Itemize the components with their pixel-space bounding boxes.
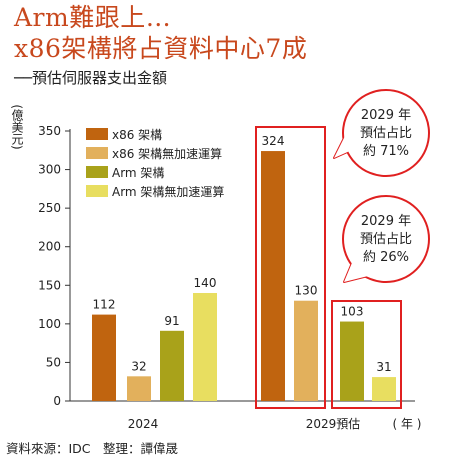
bar-value-label: 32 [131,359,146,373]
bar-value-label: 112 [93,298,116,312]
chart-title: Arm難跟上… x86架構將占資料中心7成 [14,2,307,64]
callout-arm [342,195,430,283]
x-category-label: 2024 [128,417,159,431]
title-line-2: x86架構將占資料中心7成 [14,34,308,63]
callout-x86-line-3: 約 71% [363,144,409,159]
legend-label: Arm 架構 [112,166,164,180]
bar-value-label: 324 [262,134,285,148]
legend-label: x86 架構無加速運算 [112,146,222,161]
y-tick-label: 350 [38,124,61,138]
legend-label: Arm 架構無加速運算 [112,184,224,199]
legend-swatch [86,147,108,159]
bar [261,151,285,401]
bar-value-label: 103 [341,305,364,319]
bar [372,377,396,401]
chart-subtitle: ──預估伺服器支出金額 [14,69,168,87]
x-category-label: 2029預估 [306,417,361,431]
legend-swatch [86,185,108,197]
bar-value-label: 91 [164,314,179,328]
y-tick-label: 250 [38,201,61,215]
bar-value-label: 31 [376,360,391,374]
y-axis-label: (億美元) [10,104,24,149]
y-tick-label: 200 [38,240,61,254]
bar-value-label: 130 [295,284,318,298]
callout-arm-tail-fill [344,258,368,282]
bar [294,300,318,401]
legend-label: x86 架構 [112,128,162,142]
bar-value-label: 140 [194,276,217,290]
callout-arm-line-3: 約 26% [363,250,409,265]
legend-swatch [86,128,108,140]
bar [127,376,151,401]
source-note: 資料來源：IDC 整理：譚偉晟 [6,441,179,456]
bar [193,293,217,401]
bar [92,314,116,401]
x-axis-label: ( 年 ) [393,417,422,431]
callout-x86-line-1: 2029 年 [361,108,411,123]
bar [160,330,184,401]
y-tick-label: 150 [38,278,61,292]
legend-swatch [86,166,108,178]
callout-arm-line-1: 2029 年 [361,214,411,229]
callout-arm-line-2: 預估占比 [360,232,412,247]
y-tick-label: 0 [53,394,61,408]
highlight-box-x86 [255,126,326,409]
callout-x86-line-2: 預估占比 [360,126,412,141]
highlight-box-arm [331,300,402,409]
y-tick-label: 300 [38,163,61,177]
y-tick-label: 100 [38,317,61,331]
bar [340,321,364,401]
title-line-1: Arm難跟上… [14,3,172,32]
callout-x86 [342,89,430,177]
callout-x86-tail-fill [334,132,352,158]
y-tick-label: 50 [46,355,61,369]
